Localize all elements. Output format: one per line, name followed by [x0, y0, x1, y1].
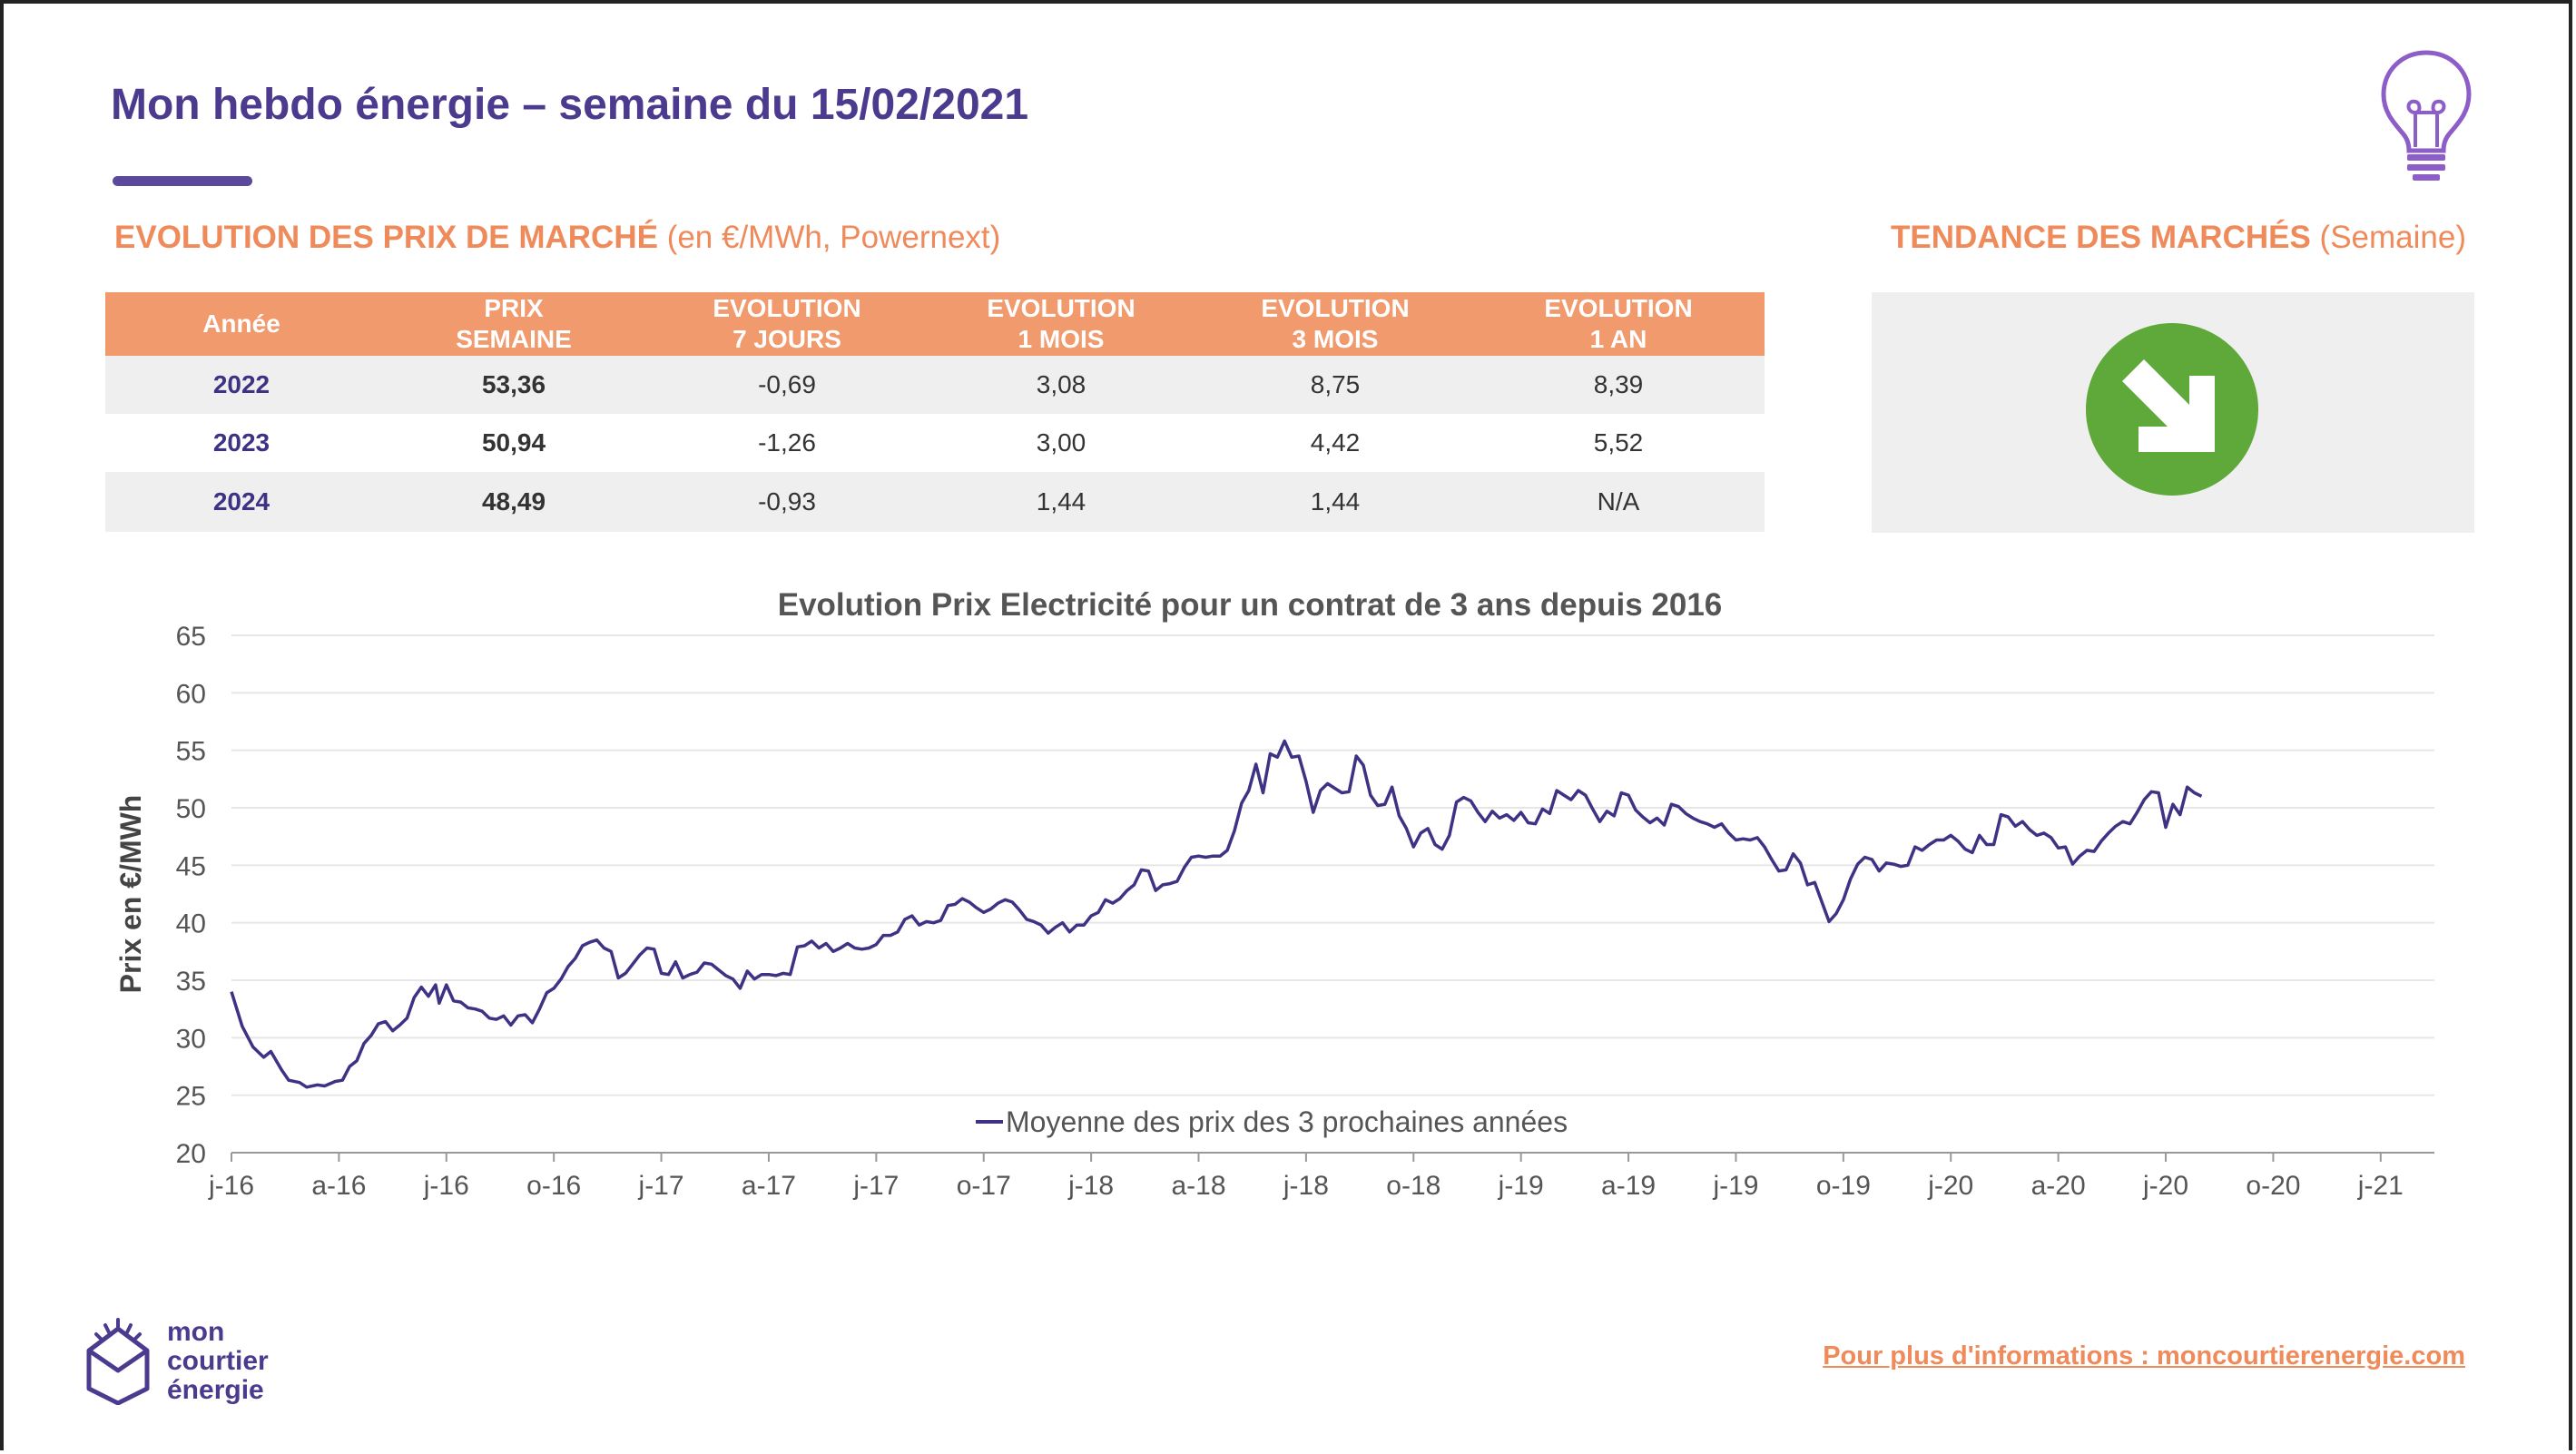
brand-line: énergie — [167, 1375, 264, 1405]
x-tick-label: j-18 — [1067, 1171, 1114, 1201]
x-tick-label: o-16 — [526, 1171, 581, 1201]
cell-evolution-1-month: 1,44 — [924, 472, 1198, 532]
section-title-prices: EVOLUTION DES PRIX DE MARCHÉ (en €/MWh, … — [114, 220, 1000, 256]
price-chart: Evolution Prix Electricité pour un contr… — [114, 587, 2434, 1201]
section-title-trend-period: (Semaine) — [2319, 220, 2466, 255]
y-tick-label: 60 — [176, 679, 206, 709]
column-header-1-year: EVOLUTION 1 AN — [1472, 292, 1765, 356]
x-tick-label: j-17 — [638, 1171, 684, 1201]
x-tick-label: o-18 — [1386, 1171, 1440, 1201]
column-header-1-month: EVOLUTION 1 MOIS — [924, 292, 1198, 356]
section-title-trend: TENDANCE DES MARCHÉS (Semaine) — [1891, 220, 2466, 256]
cell-evolution-3-months: 8,75 — [1198, 356, 1472, 414]
cell-price: 53,36 — [378, 356, 650, 414]
cell-price: 48,49 — [378, 472, 650, 532]
column-header-price: PRIX SEMAINE — [378, 292, 650, 356]
table-header-row: Année PRIX SEMAINE EVOLUTION 7 JOURS EVOLU… — [105, 292, 1765, 356]
cell-evolution-1-month: 3,00 — [924, 414, 1198, 472]
x-tick-label: o-19 — [1816, 1171, 1871, 1201]
cell-year: 2024 — [105, 472, 378, 532]
table-row: 2024 48,49 -0,93 1,44 1,44 N/A — [105, 472, 1765, 532]
section-title-prices-unit: (en €/MWh, Powernext) — [666, 220, 1001, 255]
table-row: 2022 53,36 -0,69 3,08 8,75 8,39 — [105, 356, 1765, 414]
y-tick-label: 30 — [176, 1024, 206, 1054]
x-tick-label: o-20 — [2246, 1171, 2300, 1201]
x-tick-label: j-17 — [852, 1171, 899, 1201]
y-tick-label: 25 — [176, 1082, 206, 1112]
price-table: Année PRIX SEMAINE EVOLUTION 7 JOURS EVOLU… — [105, 292, 1765, 532]
cell-year: 2022 — [105, 356, 378, 414]
arrow-down-right-icon — [2086, 323, 2258, 496]
brand-line: mon — [167, 1317, 225, 1347]
series-line — [230, 739, 2203, 1089]
x-tick-label: o-17 — [957, 1171, 1011, 1201]
cell-year: 2023 — [105, 414, 378, 472]
y-tick-label: 45 — [176, 851, 206, 881]
cell-evolution-1-year: 5,52 — [1472, 414, 1765, 472]
y-tick-label: 55 — [176, 737, 206, 767]
cell-evolution-7-days: -0,93 — [650, 472, 924, 532]
table-row: 2023 50,94 -1,26 3,00 4,42 5,52 — [105, 414, 1765, 472]
brand-line: courtier — [167, 1346, 269, 1376]
cell-evolution-7-days: -1,26 — [650, 414, 924, 472]
y-tick-label: 20 — [176, 1139, 206, 1169]
y-tick-label: 35 — [176, 967, 206, 997]
envelope-logo-icon — [86, 1318, 150, 1405]
cell-price: 50,94 — [378, 414, 650, 472]
x-tick-label: a-19 — [1601, 1171, 1656, 1201]
x-tick-label: j-21 — [2357, 1171, 2404, 1201]
page-title: Mon hebdo énergie – semaine du 15/02/202… — [111, 81, 1029, 129]
x-tick-label: j-18 — [1283, 1171, 1329, 1201]
legend-label: Moyenne des prix des 3 prochaines années — [1006, 1105, 1568, 1138]
cell-evolution-1-month: 3,08 — [924, 356, 1198, 414]
cell-evolution-1-year: 8,39 — [1472, 356, 1765, 414]
x-tick-label: a-18 — [1171, 1171, 1225, 1201]
column-header-year: Année — [105, 292, 378, 356]
y-axis-label: Prix en €/MWh — [114, 795, 147, 994]
title-underline — [113, 176, 252, 186]
website-link[interactable]: Pour plus d'informations : moncourtieren… — [1823, 1341, 2465, 1370]
trend-panel — [1872, 292, 2474, 533]
x-tick-label: j-20 — [1927, 1171, 1973, 1201]
section-title-prices-bold: EVOLUTION DES PRIX DE MARCHÉ — [114, 220, 658, 255]
cell-evolution-1-year: N/A — [1472, 472, 1765, 532]
x-tick-label: a-20 — [2031, 1171, 2086, 1201]
section-title-trend-bold: TENDANCE DES MARCHÉS — [1891, 220, 2311, 255]
x-tick-label: a-17 — [742, 1171, 796, 1201]
x-tick-label: j-16 — [423, 1171, 469, 1201]
x-tick-label: j-20 — [2142, 1171, 2188, 1201]
column-header-7-days: EVOLUTION 7 JOURS — [650, 292, 924, 356]
cell-evolution-3-months: 1,44 — [1198, 472, 1472, 532]
y-tick-label: 65 — [176, 622, 206, 652]
column-header-3-months: EVOLUTION 3 MOIS — [1198, 292, 1472, 356]
x-tick-label: j-19 — [1712, 1171, 1758, 1201]
x-tick-label: j-16 — [208, 1171, 254, 1201]
brand-name: mon courtier énergie — [167, 1318, 269, 1405]
cell-evolution-3-months: 4,42 — [1198, 414, 1472, 472]
y-tick-label: 50 — [176, 794, 206, 824]
x-tick-label: a-16 — [311, 1171, 366, 1201]
chart-title: Evolution Prix Electricité pour un contr… — [778, 587, 1723, 623]
x-tick-label: j-19 — [1498, 1171, 1544, 1201]
cell-evolution-7-days: -0,69 — [650, 356, 924, 414]
lightbulb-icon — [2381, 50, 2472, 181]
brand-logo: mon courtier énergie — [84, 1318, 374, 1418]
y-tick-label: 40 — [176, 909, 206, 939]
